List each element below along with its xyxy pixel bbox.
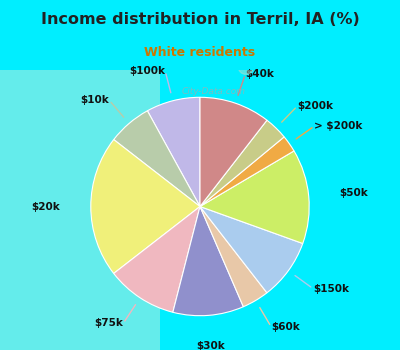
Text: $60k: $60k: [271, 322, 300, 332]
Text: City-Data.com: City-Data.com: [182, 88, 246, 96]
Text: $30k: $30k: [196, 341, 225, 350]
Text: $100k: $100k: [129, 66, 165, 76]
Text: $50k: $50k: [339, 188, 368, 198]
Wedge shape: [200, 206, 267, 307]
Wedge shape: [200, 97, 267, 206]
Wedge shape: [200, 137, 294, 206]
Text: $20k: $20k: [32, 202, 60, 211]
Circle shape: [238, 59, 254, 74]
Text: $200k: $200k: [297, 101, 333, 111]
Text: $150k: $150k: [313, 284, 349, 294]
Wedge shape: [200, 151, 309, 244]
Bar: [0, 70, 160, 350]
Wedge shape: [147, 97, 200, 206]
Text: $75k: $75k: [94, 318, 123, 328]
Wedge shape: [114, 206, 200, 312]
Text: White residents: White residents: [144, 46, 256, 59]
Wedge shape: [114, 111, 200, 206]
Wedge shape: [173, 206, 243, 316]
Text: Income distribution in Terril, IA (%): Income distribution in Terril, IA (%): [41, 12, 359, 27]
Wedge shape: [200, 206, 303, 293]
Wedge shape: [91, 140, 200, 273]
Text: > $200k: > $200k: [314, 121, 363, 131]
Text: $40k: $40k: [245, 69, 274, 79]
Wedge shape: [200, 120, 284, 206]
Text: $10k: $10k: [80, 95, 109, 105]
